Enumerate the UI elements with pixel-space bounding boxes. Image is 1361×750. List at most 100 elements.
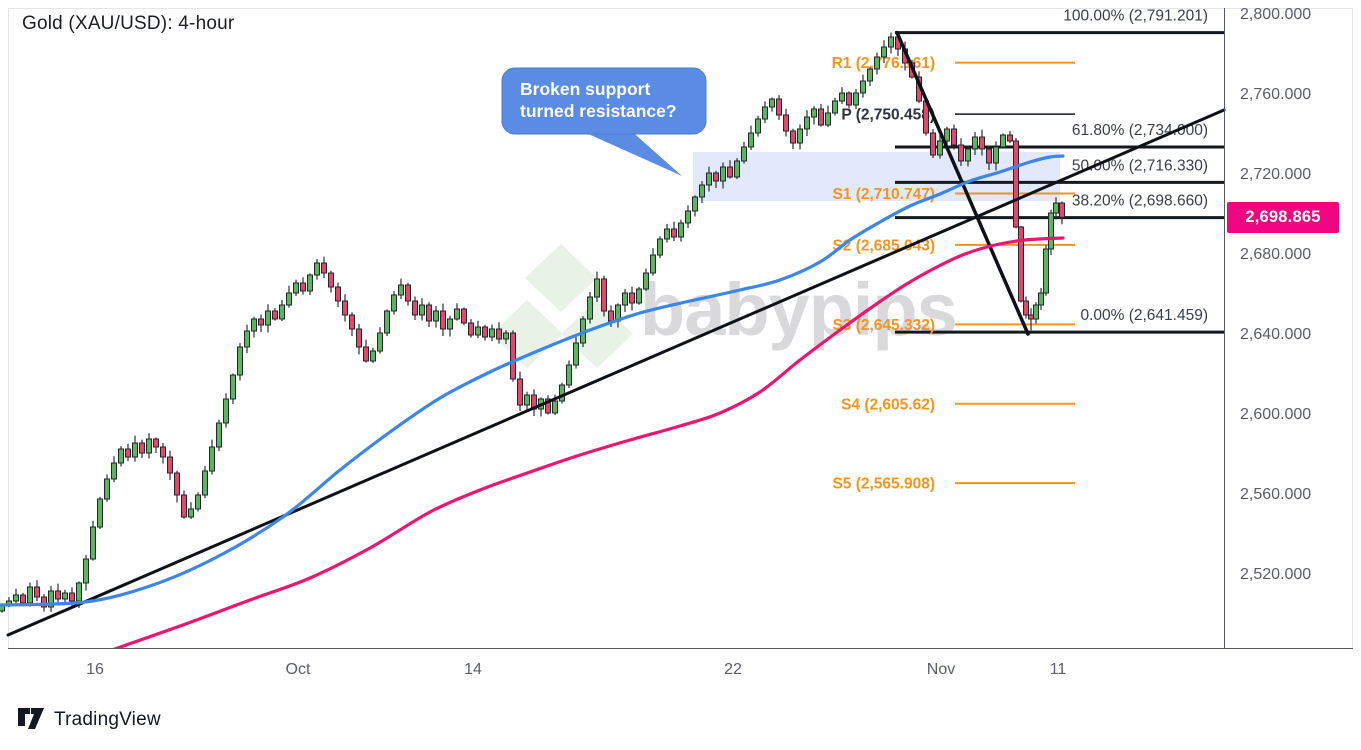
candle-body (664, 228, 670, 240)
candle-body (188, 508, 194, 518)
fib-level-label: 100.00% (2,791.201) (1063, 8, 1208, 25)
candle-body (804, 116, 810, 130)
candle-body (524, 394, 530, 406)
candle-body (468, 322, 474, 336)
candle-body (90, 526, 96, 560)
candle-body (692, 196, 698, 212)
candle-body (643, 272, 649, 290)
candle-body (132, 442, 138, 458)
price-axis-tick: 2,520.000 (1240, 566, 1312, 583)
candle-body (650, 254, 656, 274)
candle-body (153, 438, 159, 448)
callout-line2: turned resistance? (520, 101, 677, 121)
cube-icon (525, 244, 597, 312)
price-axis-tick: 2,560.000 (1240, 486, 1312, 503)
candle-body (223, 398, 229, 424)
candle-body (111, 462, 117, 480)
candle-body (20, 594, 26, 604)
price-axis-tick: 2,720.000 (1240, 166, 1312, 183)
pivot-level-label: R1 (2,776.161) (832, 55, 935, 72)
candle-body (986, 148, 992, 164)
time-axis-separator (8, 648, 1353, 649)
candle-body (741, 146, 747, 162)
callout-tail (575, 128, 682, 176)
pivot-level-label: P (2,750.458) (841, 107, 935, 124)
pivot-level-label: S1 (2,710.747) (832, 186, 935, 203)
candle-body (1013, 140, 1019, 228)
callout-annotation[interactable]: Broken support turned resistance? (501, 67, 707, 176)
time-axis-tick: Oct (285, 661, 311, 678)
candle-body (125, 448, 131, 458)
candle-body (811, 108, 817, 118)
candle-body (559, 384, 565, 402)
candle-body (286, 292, 292, 306)
candle-body (447, 318, 453, 330)
candle-body (888, 36, 894, 48)
candle-body (83, 558, 89, 584)
candle-body (160, 446, 166, 458)
time-axis[interactable]: 16 Oct 14 22 Nov 11 (8, 649, 1353, 694)
candle-body (55, 590, 61, 600)
candle-body (937, 140, 943, 156)
candle-body (139, 442, 145, 454)
candle-body (1007, 134, 1013, 142)
candle-body (930, 132, 936, 156)
candle-body (48, 590, 54, 608)
candle-body (293, 282, 299, 294)
price-axis-tick: 2,800.000 (1240, 6, 1312, 23)
moving-average-fast (0, 154, 1065, 607)
candle-body (62, 592, 68, 600)
price-axis-tick: 2,680.000 (1240, 246, 1312, 263)
candle-body (783, 114, 789, 132)
candle-body (349, 314, 355, 330)
candle-body (202, 470, 208, 496)
candle-body (146, 438, 152, 454)
candle-body (314, 262, 320, 276)
price-axis-tick: 2,640.000 (1240, 326, 1312, 343)
candle-body (440, 310, 446, 330)
candle-body (622, 292, 628, 306)
candle-body (328, 272, 334, 288)
price-axis-tick: 2,600.000 (1240, 406, 1312, 423)
candle-body (993, 146, 999, 164)
pivot-level-label: S2 (2,685.043) (832, 237, 935, 254)
moving-average-slow (110, 236, 1065, 652)
candle-body (776, 98, 782, 116)
price-axis[interactable]: 2,698.865 2,800.000 2,760.000 2,720.000 2,6… (1225, 6, 1353, 648)
candle-body (363, 346, 369, 362)
babypips-watermark: babypips (491, 244, 958, 368)
candle-body (629, 292, 635, 304)
candle-body (972, 136, 978, 150)
candle-body (97, 498, 103, 528)
candle-body (27, 586, 33, 604)
candle-body (251, 318, 257, 332)
fib-retracement-tool[interactable]: 100.00% (2,791.201)61.80% (2,734.000)50.… (895, 8, 1224, 334)
rising-support-trendline[interactable] (6, 108, 1226, 637)
candle-body (244, 330, 250, 348)
candle-body (566, 364, 572, 386)
candle-body (272, 310, 278, 320)
candle-body (475, 326, 481, 336)
candle-body (958, 144, 964, 162)
candle-body (748, 132, 754, 148)
watermark-text: babypips (640, 268, 957, 351)
pivot-points-indicator[interactable]: R1 (2,776.161) P (2,750.458) S1 (2,710.747… (832, 55, 1075, 493)
time-axis-tick: 22 (724, 661, 742, 678)
candle-body (300, 282, 306, 292)
candle-body (1018, 226, 1024, 302)
candle-body (405, 284, 411, 302)
candle-body (265, 310, 271, 326)
candle-body (1023, 300, 1029, 316)
candle-body (195, 494, 201, 510)
candle-body (167, 456, 173, 474)
price-axis-separator (1224, 8, 1225, 694)
price-chart-canvas[interactable]: babypips 100.00% (2,791.201) 61.80% (2,73… (0, 0, 1361, 660)
candle-body (636, 288, 642, 304)
candle-body (342, 300, 348, 316)
time-axis-tick: Nov (926, 661, 956, 678)
candle-body (713, 172, 719, 182)
candle-body (69, 592, 75, 602)
tradingview-logo[interactable]: TradingView (18, 708, 161, 732)
time-axis-tick: 14 (464, 661, 482, 678)
candle-body (979, 136, 985, 150)
